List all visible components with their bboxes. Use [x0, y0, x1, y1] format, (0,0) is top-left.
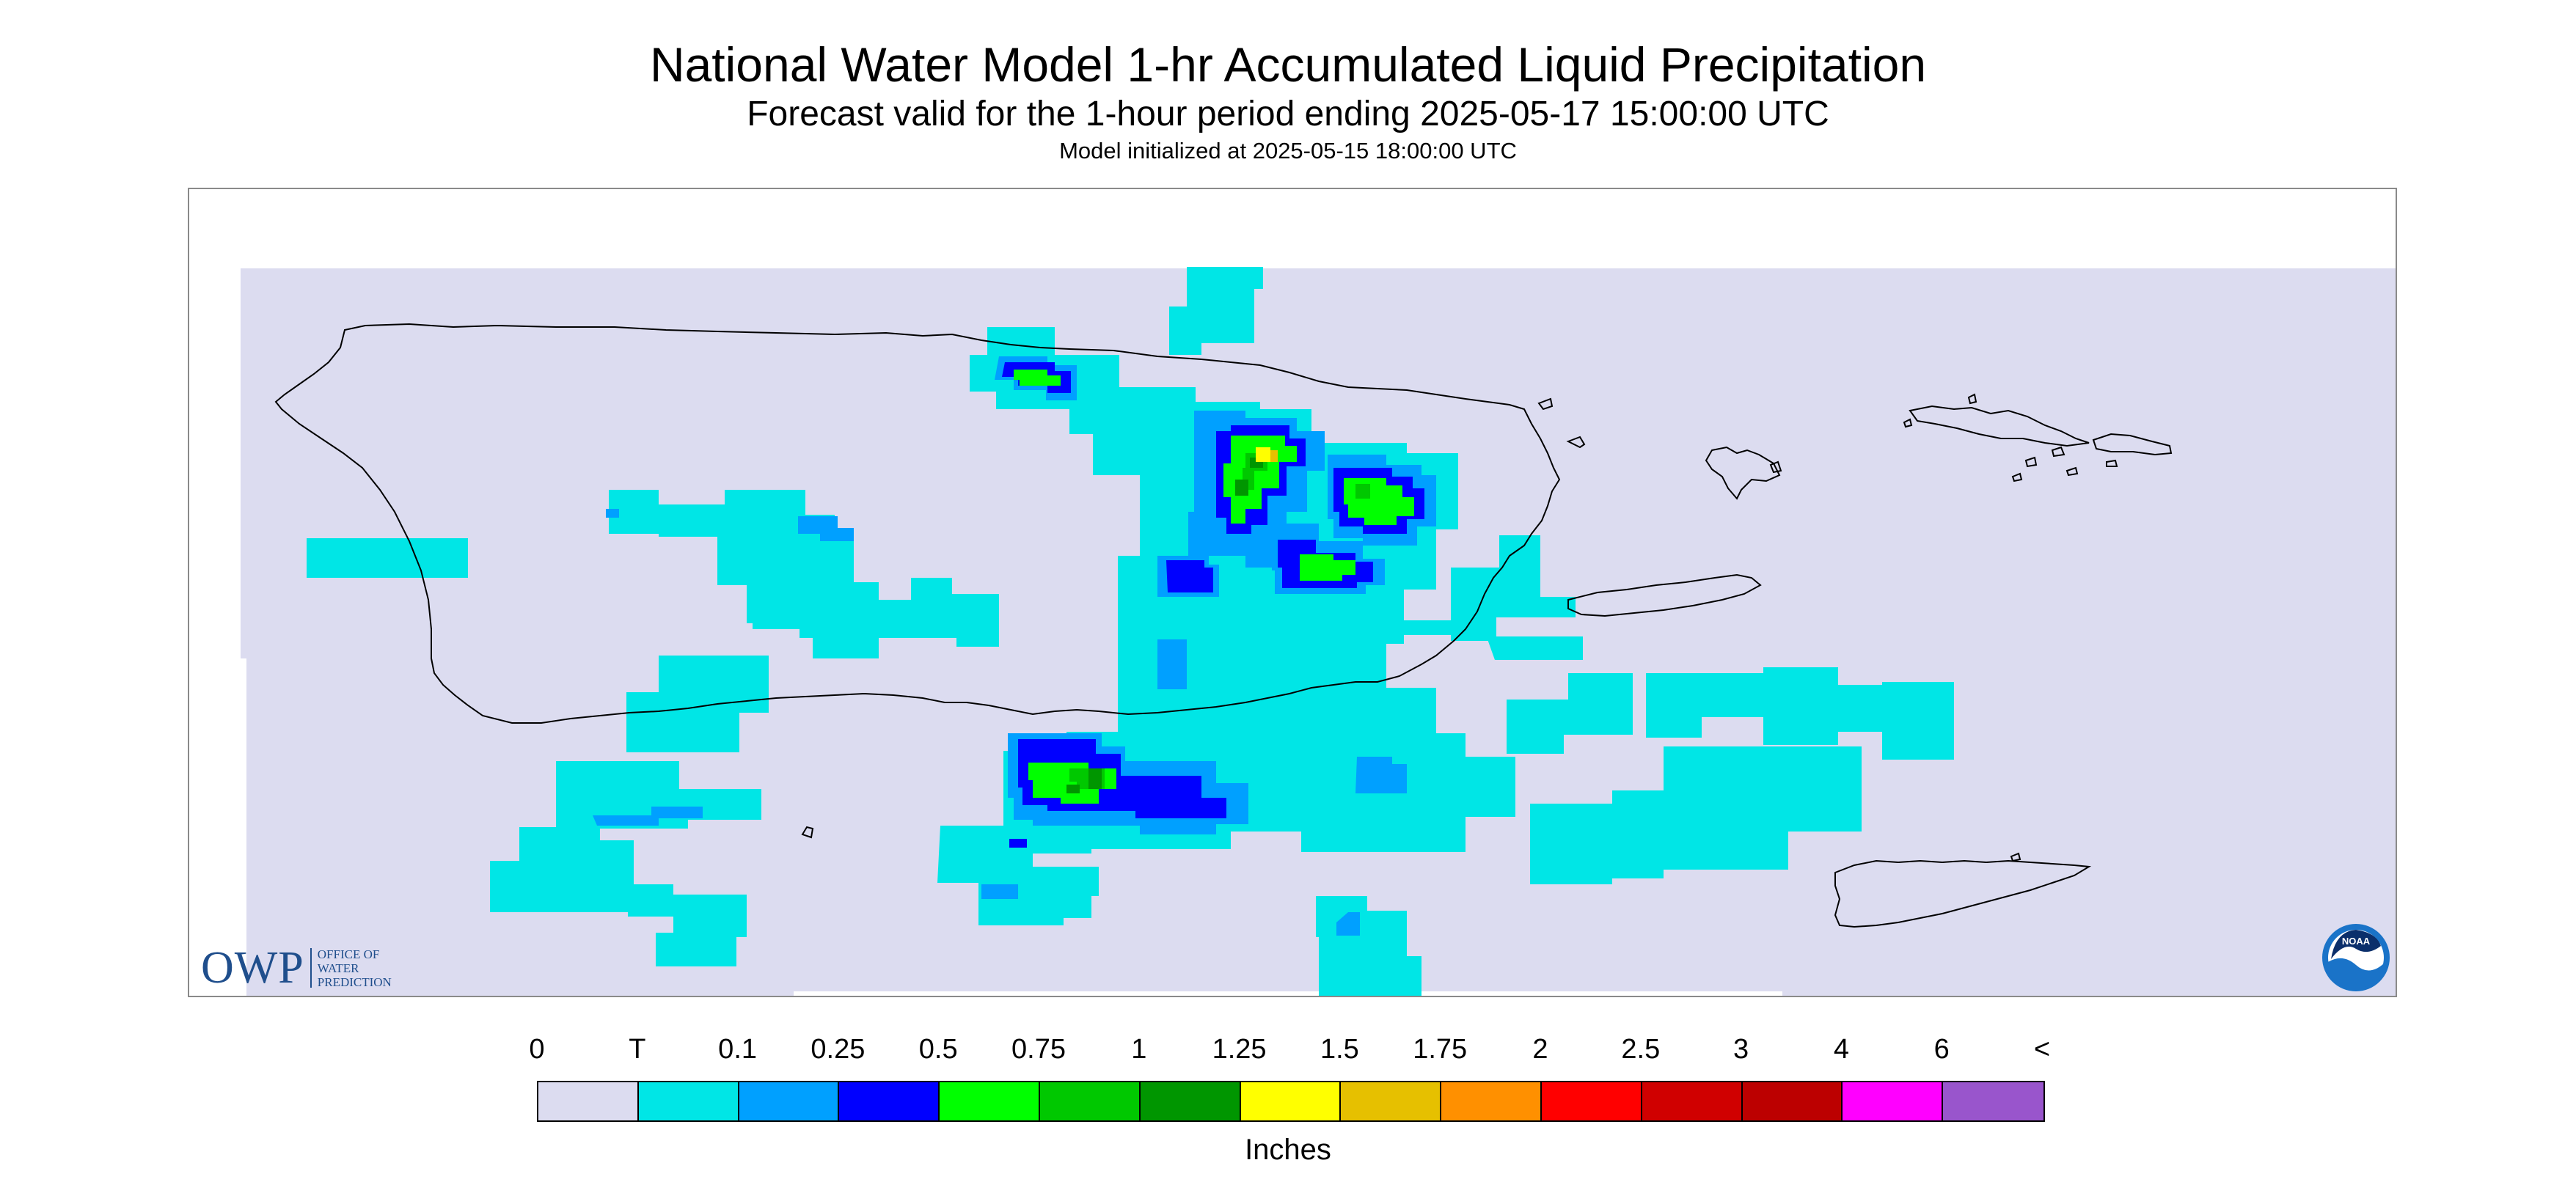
noaa-logo-bird [2331, 930, 2381, 959]
colorbar-tick-label: 4 [1833, 1034, 1849, 1065]
colorbar-swatch [538, 1082, 639, 1120]
precip-area [1157, 639, 1187, 689]
colorbar-tick-label: 0.5 [918, 1034, 958, 1065]
noaa-logo: NOAA [2322, 924, 2390, 991]
colorbar-swatch [1642, 1082, 1743, 1120]
colorbar-tick-label: 0.1 [718, 1034, 758, 1065]
owp-logo-line: Office of [317, 947, 380, 961]
coastline-main-island [274, 323, 1561, 724]
colorbar-tick-label: 1.25 [1212, 1034, 1267, 1065]
precip-area [1316, 896, 1421, 996]
colorbar-tick-label: 3 [1733, 1034, 1749, 1065]
colorbar-swatch [940, 1082, 1040, 1120]
map-title: National Water Model 1-hr Accumulated Li… [649, 37, 1927, 92]
precip-area [307, 538, 352, 578]
coastline-st-thomas-st-john [1909, 405, 2090, 447]
colorbar-tick-label: 0.75 [1011, 1034, 1066, 1065]
colorbar-tick-label: 2 [1532, 1034, 1548, 1065]
precip-area [1336, 912, 1360, 936]
precip-area [1169, 270, 1254, 355]
precip-area [1763, 667, 1838, 745]
owp-logo-text: Office of Water Prediction [318, 947, 392, 989]
owp-logo: OWP Office of Water Prediction [201, 943, 392, 993]
colorbar-swatch [1140, 1082, 1241, 1120]
precip-area [1507, 673, 1633, 754]
map-frame: OWP Office of Water Prediction NOAA [188, 188, 2397, 997]
map-subtitle: Forecast valid for the 1-hour period end… [747, 95, 1829, 133]
precip-area [609, 490, 999, 658]
colorbar [537, 1081, 2045, 1122]
precip-area [1088, 768, 1102, 789]
coastline-culebra [1705, 446, 1781, 500]
precip-area [798, 516, 854, 541]
colorbar-tick-label: 0 [529, 1034, 545, 1065]
colorbar-swatch [638, 1082, 739, 1120]
colorbar-swatch [839, 1082, 940, 1120]
colorbar-swatch [1240, 1082, 1342, 1120]
colorbar-swatch [739, 1082, 840, 1120]
precip-area [1014, 370, 1061, 386]
coastline-st-croix [1834, 859, 2092, 928]
colorbar-tick-label: < [2033, 1034, 2051, 1065]
colorbar-swatch [1943, 1082, 2043, 1120]
coastline-vieques [1567, 573, 1762, 617]
precip-area [1256, 447, 1270, 462]
colorbar-tick-label: 0.25 [811, 1034, 866, 1065]
owp-logo-line: Water [317, 961, 359, 975]
coastlines [274, 323, 2173, 928]
model-init-text: Model initialized at 2025-05-15 18:00:00… [1059, 138, 1517, 164]
precip-1-areas [1066, 458, 1263, 793]
coastline-islet [801, 826, 814, 839]
precip-area [673, 895, 747, 937]
colorbar-swatch [1039, 1082, 1141, 1120]
precip-area [1451, 535, 1576, 641]
owp-logo-line: Prediction [317, 974, 392, 989]
colorbar-swatch [1541, 1082, 1642, 1120]
precip-1.5-areas [1270, 450, 1278, 462]
owp-logo-mark: OWP [201, 942, 304, 993]
precip-1.25-areas [1256, 447, 1270, 462]
colorbar-units: Inches [1245, 1134, 1331, 1166]
colorbar-tick-label: 1.5 [1320, 1034, 1359, 1065]
owp-logo-divider [310, 948, 312, 988]
precipitation-map [241, 267, 2396, 996]
precip-area [593, 807, 703, 826]
colorbar-tick-label: 2.5 [1621, 1034, 1661, 1065]
colorbar-tick-labels: 0 T 0.1 0.25 0.5 0.75 1 1.25 1.5 1.75 2 2.5 3 4 6 < [0, 1034, 2576, 1071]
colorbar-swatch [1742, 1082, 1843, 1120]
colorbar-swatch [1341, 1082, 1442, 1120]
colorbar-tick-label: 1 [1131, 1034, 1147, 1065]
precip-area [1270, 450, 1278, 462]
colorbar-tick-label: 1.75 [1413, 1034, 1468, 1065]
colorbar-swatch [1843, 1082, 1944, 1120]
precip-area [1355, 757, 1407, 793]
coastline-islet [1566, 436, 1586, 449]
noaa-logo-text: NOAA [2342, 936, 2371, 947]
noaa-logo-wave [2328, 958, 2384, 988]
precip-area [1223, 436, 1297, 524]
colorbar-tick-label: 6 [1933, 1034, 1950, 1065]
colorbar-tick-label: T [629, 1034, 646, 1065]
colorbar-swatch [1441, 1082, 1542, 1120]
precip-area [1300, 554, 1355, 581]
precip-area [1166, 560, 1213, 592]
